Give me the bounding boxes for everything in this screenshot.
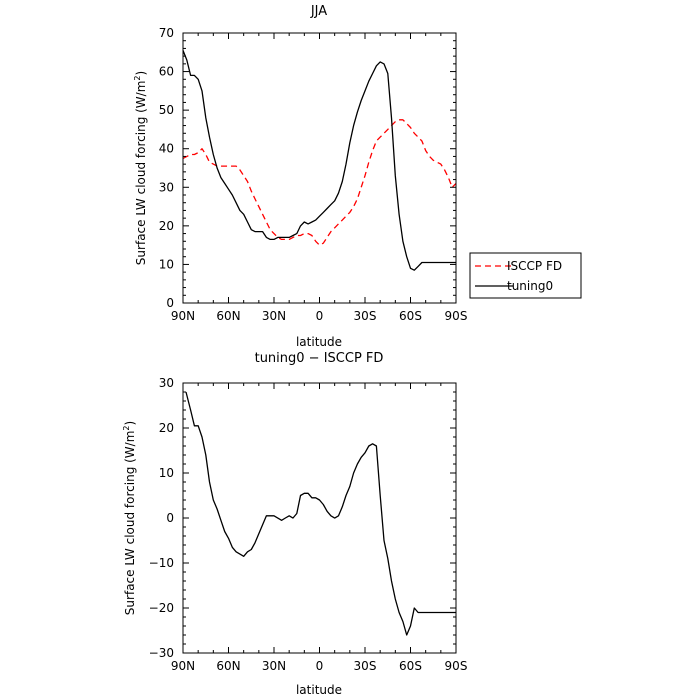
top-chart-x-tick-label: 60S xyxy=(399,309,422,323)
bottom-chart-x-axis-title: latitude xyxy=(296,683,342,697)
bottom-chart-ticks: 90N 60N 30N 0 30S 60S 90S −30 −20 −10 0 10 20 30 xyxy=(149,376,468,673)
top-chart-x-tick-label: 90S xyxy=(445,309,468,323)
legend-label-isccp-fd: ISCCP FD xyxy=(507,259,562,273)
top-chart-series-layer xyxy=(182,50,457,271)
legend-label-tuning0: tuning0 xyxy=(507,279,553,293)
bottom-chart-y-axis-title-end: ) xyxy=(123,421,137,426)
bottom-chart-x-tick-label: 30S xyxy=(354,659,377,673)
top-chart-y-tick-label: 50 xyxy=(159,103,174,117)
top-chart-legend: ISCCP FD tuning0 xyxy=(469,252,582,299)
bottom-chart-y-axis-title-exponent: 2 xyxy=(122,426,131,431)
top-chart-y-axis-title-exponent: 2 xyxy=(133,76,142,81)
top-chart-series-line-isccp-fd xyxy=(182,119,457,246)
top-chart-y-tick-label: 30 xyxy=(159,180,174,194)
bottom-chart-y-tick-label: 0 xyxy=(166,511,174,525)
legend-box xyxy=(469,252,582,299)
bottom-chart-x-tick-label: 0 xyxy=(316,659,324,673)
top-chart-ticks: 90N 60N 30N 0 30S 60S 90S 0 10 20 30 40 50 60 70 xyxy=(159,26,468,323)
top-chart-plot-frame xyxy=(182,32,457,304)
bottom-chart-y-axis-title-main: Surface LW cloud forcing (W/m xyxy=(123,431,137,616)
bottom-chart-y-tick-label: −30 xyxy=(149,646,174,660)
bottom-chart-y-tick-label: −10 xyxy=(149,556,174,570)
bottom-chart-x-tick-label: 60S xyxy=(399,659,422,673)
bottom-chart-y-tick-label: −20 xyxy=(149,601,174,615)
bottom-chart-y-tick-label: 10 xyxy=(159,466,174,480)
bottom-chart-plot-frame xyxy=(182,382,457,654)
top-chart-x-axis-title: latitude xyxy=(296,335,342,349)
bottom-chart-x-tick-label: 90N xyxy=(171,659,195,673)
bottom-chart-series-layer xyxy=(185,391,456,636)
top-chart-panel: JJA 90N 60N 30N 0 30S 60S 90S 0 10 20 30 40 50 60 70 l… xyxy=(133,4,582,349)
top-chart-x-tick-label: 0 xyxy=(316,309,324,323)
top-chart-y-tick-label: 60 xyxy=(159,65,174,79)
top-chart-y-tick-label: 70 xyxy=(159,26,174,40)
top-chart-title: JJA xyxy=(310,4,327,19)
bottom-chart-title: tuning0 − ISCCP FD xyxy=(255,351,384,366)
top-chart-y-axis-title: Surface LW cloud forcing (W/m2) xyxy=(133,71,148,265)
top-chart-y-axis-title-end: ) xyxy=(134,71,148,76)
bottom-chart-x-tick-label: 90S xyxy=(445,659,468,673)
top-chart-x-tick-label: 30N xyxy=(262,309,286,323)
top-chart-y-tick-label: 20 xyxy=(159,219,174,233)
top-chart-x-tick-label: 30S xyxy=(354,309,377,323)
top-chart-y-tick-label: 10 xyxy=(159,257,174,271)
bottom-chart-series-line-0 xyxy=(185,391,456,636)
top-chart-y-tick-label: 40 xyxy=(159,142,174,156)
top-chart-series-line-tuning0 xyxy=(182,50,456,271)
bottom-chart-y-axis-title: Surface LW cloud forcing (W/m2) xyxy=(122,421,137,615)
bottom-chart-y-tick-label: 30 xyxy=(159,376,174,390)
bottom-chart-x-tick-label: 30N xyxy=(262,659,286,673)
top-chart-x-tick-label: 90N xyxy=(171,309,195,323)
bottom-chart-panel: tuning0 − ISCCP FD 90N 60N 30N 0 30S 60S 90S −3… xyxy=(122,351,467,697)
top-chart-y-tick-label: 0 xyxy=(166,296,174,310)
bottom-chart-y-tick-label: 20 xyxy=(159,421,174,435)
top-chart-y-axis-title-main: Surface LW cloud forcing (W/m xyxy=(134,81,148,266)
bottom-chart-x-tick-label: 60N xyxy=(216,659,240,673)
top-chart-x-tick-label: 60N xyxy=(216,309,240,323)
